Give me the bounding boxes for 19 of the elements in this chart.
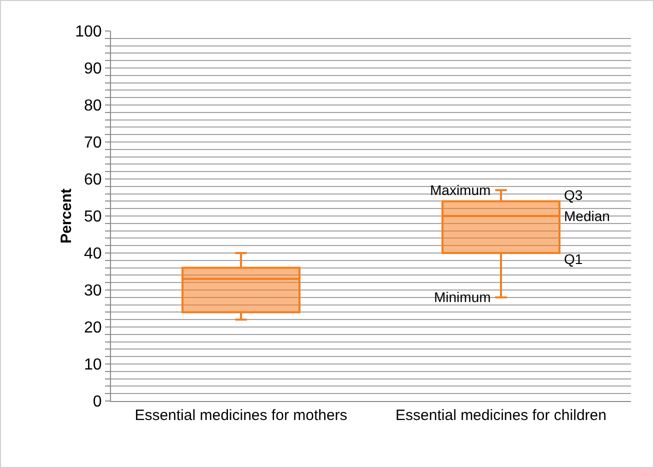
y-tick-label: 0 (92, 394, 102, 411)
annotation: Q3 (564, 187, 583, 203)
y-tick-label: 50 (84, 208, 102, 226)
y-tick-label: 20 (84, 320, 102, 337)
x-tick-label: Essential medicines for mothers (134, 407, 348, 424)
annotation: Median (564, 208, 610, 224)
annotation: Maximum (430, 182, 491, 198)
y-tick-label: 30 (84, 282, 102, 300)
y-tick-label: 80 (84, 98, 102, 115)
annotation: Q1 (564, 251, 583, 267)
y-tick-label: 100 (75, 24, 102, 41)
y-tick-label: 40 (84, 246, 102, 263)
y-tick-label: 60 (84, 172, 102, 189)
y-tick-label: 10 (84, 356, 102, 374)
y-axis-title: Percent (58, 188, 75, 244)
y-tick-label: 90 (84, 60, 102, 78)
x-tick-label: Essential medicines for children (396, 407, 606, 424)
y-tick-label: 70 (84, 134, 102, 152)
annotation: Minimum (434, 289, 491, 305)
